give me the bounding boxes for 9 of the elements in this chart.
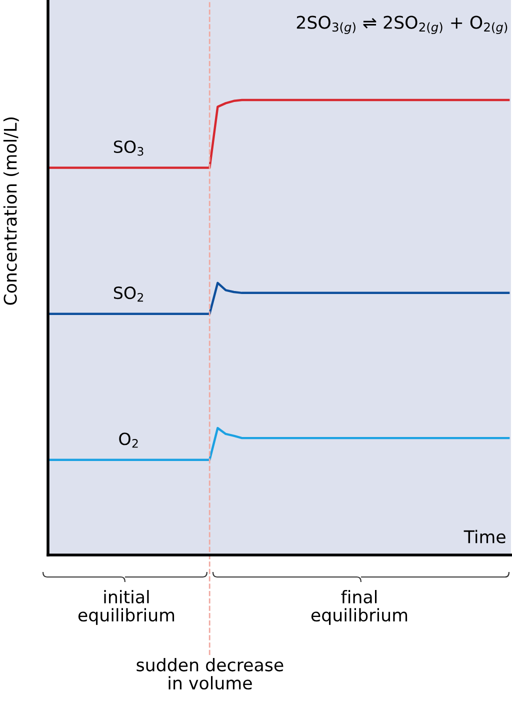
x-axis-title: Time xyxy=(464,530,506,544)
series-label: SO$_{3}$ xyxy=(114,140,144,156)
series-label: O$_{2}$ xyxy=(119,432,138,448)
text: 2SO$_{3(g)}$ ⇌ 2SO$_{2(g)}$ + O$_{2(g)}$ xyxy=(296,16,508,34)
text: initial equilibrium xyxy=(78,590,174,625)
y-axis-title: Concentration (mol/L) xyxy=(3,118,19,305)
series-label: SO$_{2}$ xyxy=(114,286,143,302)
text: final equilibrium xyxy=(311,590,408,625)
text: sudden decrease in volume xyxy=(136,658,284,690)
